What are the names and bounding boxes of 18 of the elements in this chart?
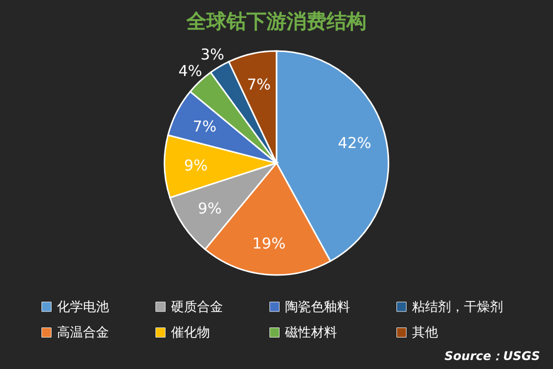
data-label: 7% xyxy=(192,117,217,136)
data-label: 4% xyxy=(178,62,202,80)
legend-label: 磁性材料 xyxy=(284,326,337,340)
legend-label: 陶瓷色釉料 xyxy=(285,300,350,315)
data-label: 19% xyxy=(252,234,286,252)
legend-label: 催化物 xyxy=(171,326,210,340)
source-note: Source：USGS xyxy=(444,349,540,363)
data-label: 9% xyxy=(198,199,222,218)
chart-title: 全球钴下游消费结构 xyxy=(186,9,366,33)
legend-label: 硬质合金 xyxy=(171,300,223,315)
data-label: 7% xyxy=(247,75,271,94)
legend-label: 高温合金 xyxy=(57,324,109,340)
data-label: 42% xyxy=(338,134,372,152)
legend-label: 粘结剂，干燥剂 xyxy=(412,298,503,315)
data-label: 9% xyxy=(184,156,208,175)
legend-label: 其他 xyxy=(412,326,438,340)
legend-label: 化学电池 xyxy=(57,300,109,315)
data-label: 3% xyxy=(200,46,224,64)
